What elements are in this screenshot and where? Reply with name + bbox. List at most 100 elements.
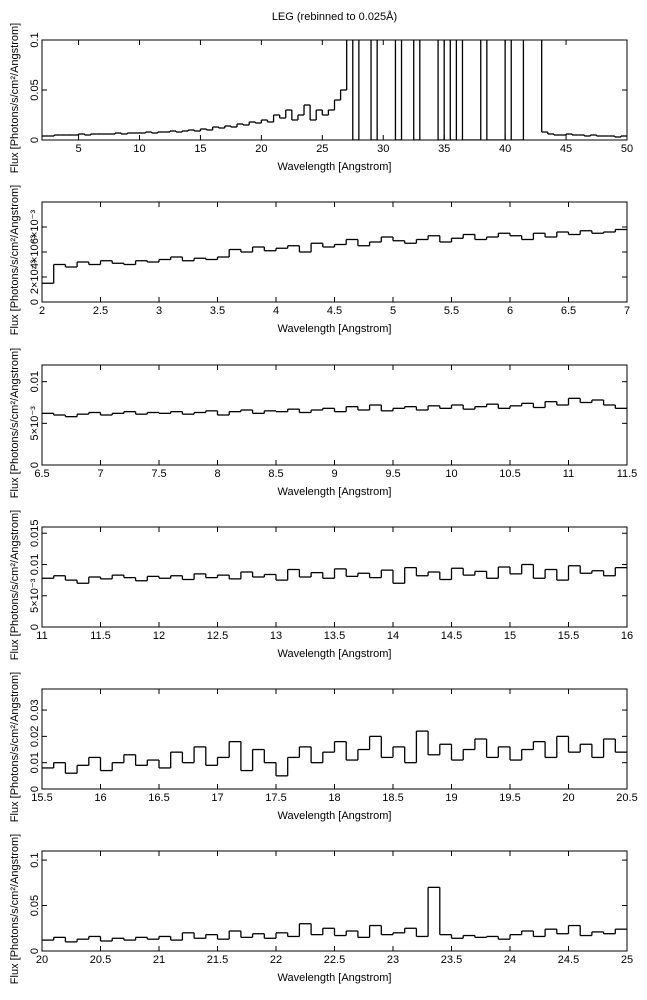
y-tick-label: 0: [29, 299, 41, 305]
y-tick-label: 0.01: [29, 371, 41, 392]
y-tick-label: 0.02: [29, 726, 41, 747]
x-tick-label: 9.5: [385, 468, 400, 480]
x-tick-label: 20.5: [616, 792, 637, 804]
x-tick-label: 16: [94, 792, 106, 804]
x-tick-label: 11.5: [617, 468, 638, 480]
x-tick-label: 8: [214, 468, 220, 480]
x-tick-label: 20: [255, 143, 267, 155]
x-tick-label: 13.5: [324, 630, 345, 642]
x-tick-label: 2: [39, 305, 45, 317]
x-axis-label: Wavelength [Angstrom]: [278, 810, 392, 822]
x-tick-label: 16: [621, 630, 633, 642]
step-connector: [53, 229, 616, 284]
y-tick-label: 0: [29, 786, 41, 792]
y-tick-label: 6×10⁻³: [29, 210, 41, 245]
plot-frame: [41, 39, 628, 141]
y-tick-label: 0: [29, 137, 41, 143]
x-tick-label: 3.5: [210, 305, 225, 317]
x-tick-label: 4: [273, 305, 279, 317]
plot-frame: [41, 201, 628, 303]
x-tick-label: 8.5: [268, 468, 283, 480]
x-tick-label: 12: [153, 630, 165, 642]
x-tick-label: 7: [624, 305, 630, 317]
x-tick-label: 6: [507, 305, 513, 317]
x-tick-label: 5: [76, 143, 82, 155]
x-tick-label: 2.5: [93, 305, 108, 317]
x-tick-label: 17: [211, 792, 223, 804]
y-tick-label: 0.1: [29, 32, 41, 47]
x-tick-label: 10.5: [499, 468, 520, 480]
plot: [42, 40, 627, 140]
x-tick-label: 6.5: [34, 468, 49, 480]
chart-title: LEG (rebinned to 0.025Å): [272, 10, 397, 23]
y-tick-label: 2×10⁻³: [29, 260, 41, 295]
plot: [42, 563, 627, 584]
x-tick-label: 23.5: [441, 954, 462, 966]
x-tick-label: 15: [504, 630, 516, 642]
x-axis-label: Wavelength [Angstrom]: [278, 486, 392, 498]
x-tick-label: 22.5: [324, 954, 345, 966]
x-tick-label: 50: [621, 143, 633, 155]
x-tick-label: 40: [499, 143, 511, 155]
y-tick-label: 0: [29, 948, 41, 954]
y-tick-label: 0.03: [29, 699, 41, 720]
x-tick-label: 20: [36, 954, 48, 966]
y-tick-label: 4×10⁻³: [29, 235, 41, 270]
x-tick-label: 24.5: [558, 954, 579, 966]
y-axis-label: Flux [Photons/s/cm²/Angstrom]: [9, 185, 21, 335]
x-tick-label: 12.5: [207, 630, 228, 642]
x-tick-label: 9: [331, 468, 337, 480]
x-tick-label: 3: [156, 305, 162, 317]
x-tick-label: 7: [97, 468, 103, 480]
y-axis-label: Flux [Photons/s/cm²/Angstrom]: [9, 348, 21, 498]
x-tick-label: 18: [328, 792, 340, 804]
y-tick-label: 0.01: [29, 554, 41, 575]
x-tick-label: 21: [153, 954, 165, 966]
x-tick-label: 21.5: [207, 954, 228, 966]
x-tick-label: 23: [387, 954, 399, 966]
plot: [42, 228, 627, 284]
x-tick-label: 4.5: [327, 305, 342, 317]
plot-frame: [41, 364, 628, 466]
x-tick-label: 24: [504, 954, 516, 966]
x-tick-label: 35: [438, 143, 450, 155]
x-tick-label: 45: [560, 143, 572, 155]
y-tick-label: 0: [29, 462, 41, 468]
y-tick-label: 0.05: [29, 895, 41, 916]
x-tick-label: 10: [133, 143, 145, 155]
x-tick-label: 20.5: [90, 954, 111, 966]
y-tick-label: 5×10⁻³: [29, 406, 41, 441]
step-connector: [53, 887, 616, 942]
plot-frame: [41, 688, 628, 790]
y-tick-label: 0.015: [29, 519, 41, 547]
y-tick-label: 0.1: [29, 852, 41, 867]
x-tick-label: 22: [270, 954, 282, 966]
x-tick-label: 7.5: [151, 468, 166, 480]
plot: [42, 886, 627, 943]
x-tick-label: 10: [445, 468, 457, 480]
x-tick-label: 13: [270, 630, 282, 642]
x-axis-label: Wavelength [Angstrom]: [278, 323, 392, 335]
x-tick-label: 16.5: [148, 792, 169, 804]
step-connector: [53, 398, 616, 417]
x-tick-label: 25: [621, 954, 633, 966]
y-axis-label: Flux [Photons/s/cm²/Angstrom]: [9, 672, 21, 822]
y-axis-label: Flux [Photons/s/cm²/Angstrom]: [9, 834, 21, 984]
x-tick-label: 6.5: [561, 305, 576, 317]
x-tick-label: 20: [562, 792, 574, 804]
y-tick-label: 0.05: [29, 79, 41, 100]
y-axis-label: Flux [Photons/s/cm²/Angstrom]: [9, 510, 21, 660]
x-axis-label: Wavelength [Angstrom]: [278, 161, 392, 173]
y-tick-label: 0.01: [29, 752, 41, 773]
y-axis-label: Flux [Photons/s/cm²/Angstrom]: [9, 23, 21, 173]
x-tick-label: 14: [387, 630, 399, 642]
x-tick-label: 14.5: [441, 630, 462, 642]
x-tick-label: 30: [377, 143, 389, 155]
x-tick-label: 15.5: [31, 792, 52, 804]
x-tick-label: 11: [563, 468, 574, 480]
x-tick-label: 18.5: [382, 792, 403, 804]
x-tick-label: 17.5: [265, 792, 286, 804]
y-tick-label: 5×10⁻³: [29, 578, 41, 613]
